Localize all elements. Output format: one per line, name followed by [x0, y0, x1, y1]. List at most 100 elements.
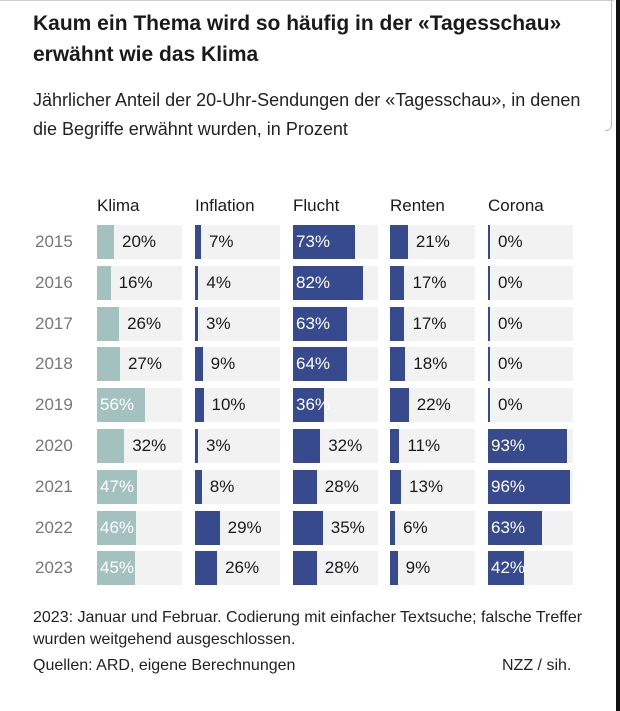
data-label: 28% [324, 558, 359, 578]
bar-track: 0% [488, 388, 573, 423]
bar [195, 429, 198, 463]
bar-track: 3% [195, 306, 280, 341]
data-label: 0% [498, 395, 523, 415]
column-header: Klima [97, 196, 140, 215]
year-label: 2015 [35, 232, 73, 251]
bar [195, 551, 218, 586]
bar-track: 0% [488, 225, 573, 259]
bar-track: 21% [390, 225, 475, 259]
bar-track: 28% [293, 551, 378, 586]
data-label: 18% [413, 354, 448, 374]
bar [488, 388, 490, 423]
data-label: 3% [206, 313, 231, 333]
data-label: 32% [132, 436, 167, 455]
data-label: 16% [118, 272, 153, 292]
data-label: 9% [405, 558, 431, 578]
bar-track: 45% [97, 551, 182, 586]
bar [97, 510, 137, 545]
bar-track: 16% [97, 265, 182, 300]
bar [293, 429, 321, 463]
bar-track: 3% [195, 429, 280, 463]
data-label: 27% [127, 354, 162, 374]
bar [390, 510, 396, 545]
data-label: 9% [210, 354, 236, 374]
bar-track: 7% [195, 225, 280, 259]
bar-track: 82% [293, 265, 378, 300]
bar-track: 56% [97, 388, 182, 423]
bar-track: 0% [488, 306, 573, 341]
bar [97, 469, 137, 504]
bar-track: 29% [195, 510, 280, 545]
bar [195, 306, 198, 341]
data-label: 0% [498, 232, 523, 251]
data-label: 0% [498, 354, 523, 374]
bar-track: 17% [390, 265, 475, 300]
bar [390, 388, 409, 423]
bar [195, 265, 199, 300]
bar [293, 551, 317, 586]
bar-track: 11% [390, 429, 475, 463]
bar [195, 510, 220, 545]
bar-track: 17% [390, 306, 475, 341]
bar-track: 27% [97, 347, 182, 382]
bar-track: 35% [293, 510, 378, 545]
bar [97, 225, 114, 259]
data-label: 93% [491, 436, 526, 455]
data-label: 4% [206, 272, 231, 292]
data-label: 17% [412, 272, 447, 292]
data-label: 96% [491, 476, 526, 496]
bar-track: 64% [293, 347, 378, 382]
bar [488, 347, 490, 382]
chart-footnote: 2023: Januar und Februar. Codierung mit … [33, 609, 583, 648]
data-label: 82% [296, 272, 331, 292]
data-label: 26% [225, 558, 260, 578]
bar-track: 28% [293, 469, 378, 504]
bar [97, 429, 125, 463]
top-border [0, 0, 614, 1]
data-label: 36% [296, 395, 331, 415]
bar [293, 469, 317, 504]
data-label: 47% [100, 476, 135, 496]
bar [390, 306, 405, 341]
data-label: 35% [330, 517, 365, 537]
bar [488, 225, 490, 259]
bar [195, 469, 202, 504]
bar-track: 10% [195, 388, 280, 423]
bar-track: 47% [97, 469, 182, 504]
data-label: 45% [100, 558, 135, 578]
bar [293, 388, 324, 423]
bar [390, 225, 408, 259]
data-label: 28% [324, 476, 359, 496]
window-edge [616, 0, 620, 711]
bar-track: 96% [488, 469, 573, 504]
bar-track: 0% [488, 265, 573, 300]
bar-track: 6% [390, 510, 475, 545]
year-label: 2022 [35, 517, 73, 537]
bar [488, 510, 542, 545]
year-label: 2019 [35, 395, 73, 415]
bar-track: 8% [195, 469, 280, 504]
chart-source: Quellen: ARD, eigene Berechnungen [33, 657, 296, 674]
bar [390, 265, 405, 300]
data-label: 46% [100, 517, 135, 537]
data-label: 7% [208, 232, 234, 251]
year-label: 2020 [35, 436, 73, 455]
year-label: 2021 [35, 476, 73, 496]
bar-track: 63% [293, 306, 378, 341]
bar-track: 18% [390, 347, 475, 382]
data-label: 21% [415, 232, 450, 251]
bar [97, 265, 111, 300]
bar-track: 32% [293, 429, 378, 463]
bar [390, 429, 400, 463]
bar [293, 225, 356, 259]
data-label: 29% [227, 517, 262, 537]
column-header: Inflation [195, 196, 255, 215]
data-label: 32% [328, 436, 363, 455]
bar [390, 347, 406, 382]
bar-track: 20% [97, 225, 182, 259]
bar-track: 26% [97, 306, 182, 341]
bar [293, 265, 363, 300]
bar [195, 347, 203, 382]
frame-edge [605, 0, 612, 131]
data-label: 10% [211, 395, 246, 415]
